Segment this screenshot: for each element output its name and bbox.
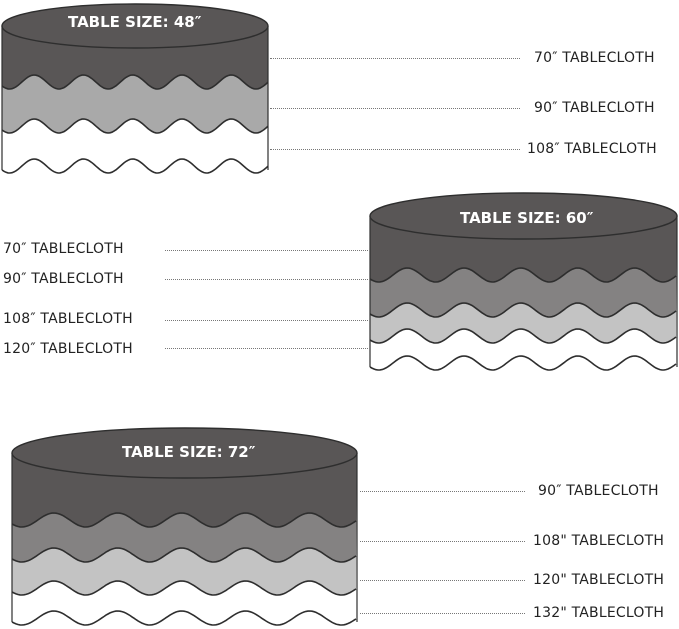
wavy-hem xyxy=(1,118,269,134)
leader-line xyxy=(270,58,520,59)
table-72-title: TABLE SIZE: 72″ xyxy=(122,443,256,461)
label-60-70: 70″ TABLECLOTH xyxy=(3,241,124,257)
wavy-hem xyxy=(1,74,269,90)
label-48-90: 90″ TABLECLOTH xyxy=(534,100,655,116)
leader-line xyxy=(165,250,368,251)
leader-line xyxy=(165,320,368,321)
label-72-108: 108" TABLECLOTH xyxy=(533,533,665,549)
wavy-hem xyxy=(369,267,677,283)
label-72-132: 132" TABLECLOTH xyxy=(533,605,665,621)
label-60-90: 90″ TABLECLOTH xyxy=(3,271,124,287)
wavy-hem xyxy=(11,547,357,563)
leader-line xyxy=(360,491,525,492)
table-top xyxy=(11,427,358,479)
leader-line xyxy=(270,108,520,109)
leader-line xyxy=(165,348,368,349)
wavy-hem xyxy=(369,328,677,344)
label-60-108: 108″ TABLECLOTH xyxy=(3,311,133,327)
wavy-hem xyxy=(1,158,269,174)
wavy-hem xyxy=(11,580,357,596)
table-48-title: TABLE SIZE: 48″ xyxy=(68,13,202,31)
table-top xyxy=(1,3,269,49)
wavy-hem xyxy=(369,302,677,318)
wavy-hem xyxy=(369,355,677,371)
label-72-90: 90″ TABLECLOTH xyxy=(538,483,659,499)
leader-line xyxy=(165,279,368,280)
table-top xyxy=(369,192,678,240)
leader-line xyxy=(270,149,520,150)
wavy-hem xyxy=(11,610,357,626)
label-72-120: 120" TABLECLOTH xyxy=(533,572,665,588)
wavy-hem xyxy=(11,512,357,528)
leader-line xyxy=(360,541,525,542)
leader-line xyxy=(360,580,525,581)
label-60-120: 120″ TABLECLOTH xyxy=(3,341,133,357)
label-48-108: 108″ TABLECLOTH xyxy=(527,141,657,157)
leader-line xyxy=(360,613,525,614)
label-48-70: 70″ TABLECLOTH xyxy=(534,50,655,66)
table-60-title: TABLE SIZE: 60″ xyxy=(460,209,594,227)
